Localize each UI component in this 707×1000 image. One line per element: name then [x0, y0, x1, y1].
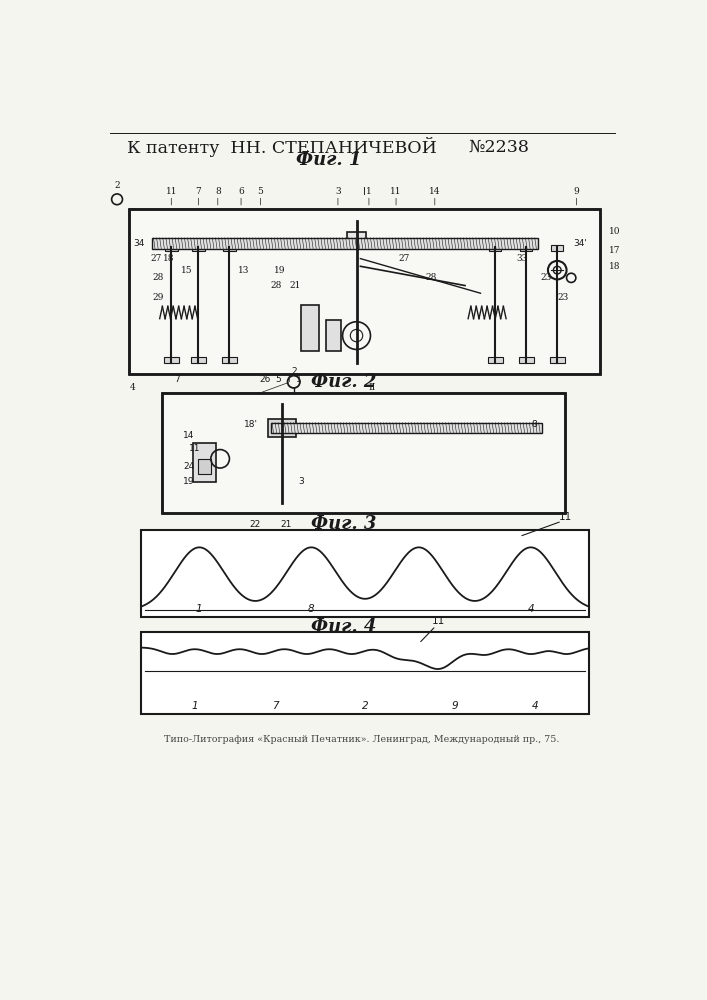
Text: 1: 1 — [192, 701, 198, 711]
Text: I: I — [363, 187, 366, 197]
Bar — [192, 245, 204, 251]
Bar — [163, 357, 179, 363]
Bar — [551, 245, 563, 251]
Text: 11: 11 — [390, 187, 402, 196]
Bar — [300, 305, 320, 351]
Text: 19: 19 — [274, 266, 286, 275]
Bar — [162, 393, 565, 513]
Text: 9: 9 — [574, 187, 580, 196]
Bar — [489, 245, 501, 251]
Bar — [268, 419, 296, 437]
Bar — [129, 209, 600, 221]
Text: 21: 21 — [280, 520, 292, 529]
Text: 34: 34 — [133, 239, 144, 248]
Text: Фиг. 4: Фиг. 4 — [312, 618, 377, 636]
Bar — [325, 320, 341, 351]
Text: 18: 18 — [163, 254, 175, 263]
Text: 24: 24 — [184, 462, 194, 471]
Text: 23: 23 — [557, 293, 568, 302]
Bar — [129, 209, 600, 374]
Bar — [554, 393, 565, 513]
Text: 1: 1 — [196, 604, 203, 614]
Text: 14: 14 — [429, 187, 440, 196]
Bar — [162, 393, 565, 404]
Bar — [518, 357, 534, 363]
Text: 4: 4 — [527, 604, 534, 614]
Text: 28: 28 — [270, 281, 281, 290]
Text: 11: 11 — [559, 512, 573, 522]
Text: №2238: №2238 — [469, 138, 530, 155]
Text: 6: 6 — [238, 187, 244, 196]
Text: Фиг. 3: Фиг. 3 — [312, 515, 377, 533]
Text: 14: 14 — [183, 431, 195, 440]
Bar — [271, 423, 542, 433]
Text: 21: 21 — [290, 281, 301, 290]
Bar — [222, 357, 237, 363]
Bar — [488, 357, 503, 363]
Bar — [129, 209, 600, 374]
Text: Фиг. 1: Фиг. 1 — [296, 151, 361, 169]
Text: 1: 1 — [296, 375, 302, 384]
Text: 28: 28 — [425, 273, 437, 282]
Text: I: I — [287, 375, 290, 384]
Text: 8: 8 — [531, 420, 537, 429]
Bar — [191, 357, 206, 363]
Text: 7: 7 — [196, 187, 201, 196]
Text: 22: 22 — [250, 520, 261, 529]
Bar — [162, 393, 565, 513]
Text: 18': 18' — [244, 420, 258, 429]
Text: 27: 27 — [398, 254, 409, 263]
Text: 19: 19 — [183, 477, 195, 486]
Bar — [549, 357, 565, 363]
Text: 18: 18 — [609, 262, 621, 271]
Text: Типо-Литография «Красный Печатник». Ленинград, Международный пр., 75.: Типо-Литография «Красный Печатник». Лени… — [164, 735, 560, 744]
Bar — [162, 503, 565, 513]
Bar — [223, 245, 235, 251]
Text: 11: 11 — [189, 444, 200, 453]
Bar — [347, 232, 366, 247]
Text: 11: 11 — [165, 187, 177, 196]
Text: 8: 8 — [215, 187, 221, 196]
Text: 2: 2 — [115, 181, 120, 190]
Text: 15: 15 — [181, 266, 192, 275]
Text: 13: 13 — [238, 266, 249, 275]
Bar — [129, 363, 600, 374]
Text: 7: 7 — [272, 701, 279, 711]
Text: 9: 9 — [451, 701, 458, 711]
Text: II: II — [368, 383, 375, 392]
Text: 11: 11 — [431, 615, 445, 626]
Text: 28: 28 — [153, 273, 164, 282]
Bar — [588, 209, 600, 374]
Text: 10: 10 — [609, 227, 621, 236]
Text: 27: 27 — [150, 254, 161, 263]
Bar — [165, 245, 177, 251]
Bar — [152, 238, 538, 249]
Bar — [141, 530, 589, 617]
Text: 1: 1 — [366, 187, 372, 196]
Text: К патенту  НН. СТЕПАНИЧЕВОЙ: К патенту НН. СТЕПАНИЧЕВОЙ — [127, 137, 437, 157]
Text: 8: 8 — [308, 604, 315, 614]
Bar — [520, 245, 532, 251]
Text: 17: 17 — [609, 246, 621, 255]
Text: 2: 2 — [362, 701, 368, 711]
Text: 3: 3 — [335, 187, 341, 196]
Text: 3: 3 — [298, 477, 305, 486]
Text: 26: 26 — [259, 375, 271, 384]
Text: 5: 5 — [257, 187, 264, 196]
Text: 4: 4 — [532, 701, 539, 711]
Text: 5: 5 — [275, 375, 281, 384]
Bar — [141, 632, 589, 714]
Text: 2: 2 — [291, 367, 296, 376]
Text: 34': 34' — [573, 239, 588, 248]
Text: 33: 33 — [517, 254, 528, 263]
Bar — [162, 393, 173, 513]
Text: Фиг. 2: Фиг. 2 — [312, 373, 377, 391]
Text: 4: 4 — [129, 383, 136, 392]
Text: 7: 7 — [175, 375, 180, 384]
Text: 23: 23 — [540, 273, 551, 282]
Text: 29: 29 — [153, 293, 164, 302]
Bar — [193, 443, 216, 482]
Bar — [199, 459, 211, 474]
Bar — [129, 209, 141, 374]
